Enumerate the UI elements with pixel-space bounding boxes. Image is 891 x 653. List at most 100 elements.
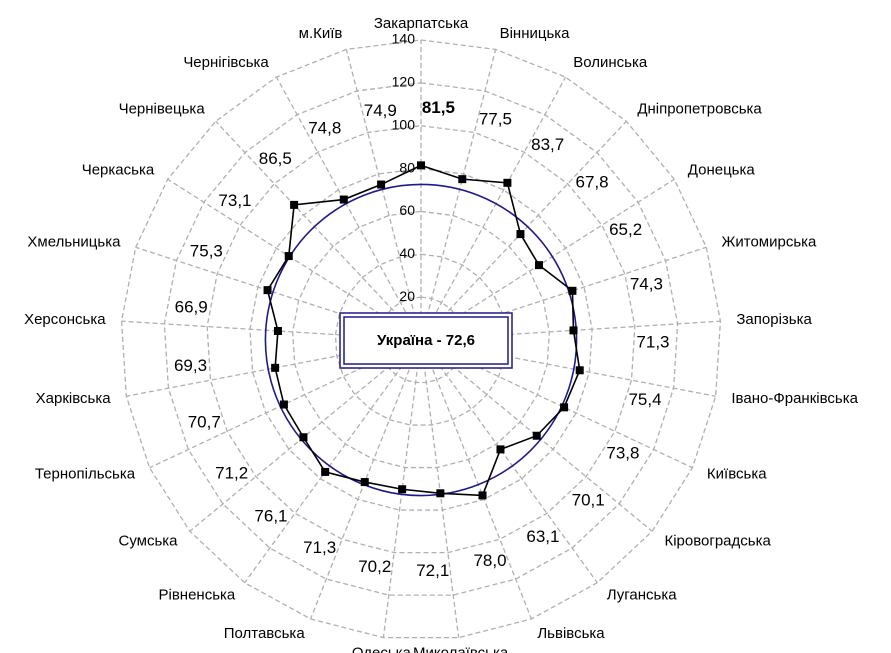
tick-label: 120 (392, 74, 416, 90)
category-label: Харківська (36, 390, 112, 407)
category-label: Донецька (688, 162, 756, 179)
reference-circle (264, 183, 578, 497)
series-line (266, 164, 581, 497)
value-label: 63,1 (526, 527, 559, 546)
category-label: м.Київ (299, 25, 343, 42)
marker (263, 286, 272, 295)
spoke (420, 339, 598, 584)
category-label: Рівненська (158, 587, 235, 604)
spoke (189, 339, 422, 532)
value-label: 76,1 (254, 506, 287, 525)
value-label: 72,1 (416, 561, 449, 580)
marker (532, 431, 541, 440)
value-label: 70,1 (572, 490, 605, 509)
tick-label: 40 (399, 245, 415, 261)
marker (568, 286, 577, 295)
marker (321, 467, 330, 476)
grid-ring (292, 210, 550, 469)
tick-label: 100 (392, 116, 416, 132)
grid-ring (163, 82, 679, 596)
tick-label: 20 (399, 288, 415, 304)
category-label: Волинська (573, 54, 648, 71)
category-label: Івано-Франківська (731, 390, 858, 407)
marker (417, 161, 425, 170)
reference-label: Україна - 72,6 (377, 332, 475, 349)
spoke (420, 339, 653, 532)
marker (458, 175, 467, 184)
marker (516, 230, 525, 239)
marker (360, 478, 369, 487)
spoke (420, 120, 627, 341)
value-label: 73,1 (218, 191, 251, 210)
spoke (420, 339, 460, 638)
marker (534, 261, 543, 270)
value-label: 70,2 (358, 557, 391, 576)
tick-label: 140 (392, 31, 416, 47)
category-label: Дніпропетровська (637, 101, 762, 118)
value-label: 74,9 (364, 101, 397, 120)
grid-ring (334, 253, 508, 426)
tick-label: 60 (399, 202, 415, 218)
spoke (420, 339, 533, 620)
category-label: Кіровоградська (664, 532, 771, 549)
value-label: 77,5 (479, 110, 512, 129)
category-label: Вінницька (500, 25, 571, 42)
value-label: 71,3 (636, 332, 669, 351)
value-label: 86,5 (259, 149, 292, 168)
category-label: Сумська (118, 532, 178, 549)
spoke (420, 76, 567, 341)
category-label: Київська (707, 466, 767, 483)
value-label: 74,3 (630, 275, 663, 294)
category-label: Запорізька (736, 311, 812, 328)
category-label: Херсонська (24, 311, 106, 328)
marker (284, 252, 293, 261)
value-label: 71,2 (215, 464, 248, 483)
value-label: 74,8 (308, 118, 341, 137)
marker (503, 178, 512, 187)
marker (377, 180, 386, 189)
value-label: 78,0 (473, 551, 506, 570)
value-label: 75,4 (628, 390, 661, 409)
value-label: 73,8 (606, 444, 639, 463)
category-label: Чернігівська (183, 54, 269, 71)
tick-label: 80 (399, 159, 415, 175)
spoke (309, 339, 422, 620)
category-label: Львівська (537, 625, 605, 642)
spoke (244, 339, 422, 584)
marker (436, 489, 445, 498)
reference-box-inner (343, 316, 509, 365)
category-label: Одеська (352, 644, 412, 653)
marker (560, 403, 569, 412)
marker (569, 326, 578, 335)
category-label: Полтавська (224, 625, 306, 642)
value-label: 65,2 (609, 220, 642, 239)
value-label: 67,8 (575, 173, 608, 192)
marker (478, 491, 487, 500)
marker (271, 363, 280, 372)
marker (398, 485, 407, 494)
category-label: Закарпатська (374, 15, 469, 32)
category-label: Чернівецька (119, 101, 206, 118)
marker (339, 195, 348, 204)
marker (290, 200, 299, 209)
grid-ring (120, 39, 722, 639)
value-label: 70,7 (188, 412, 221, 431)
marker (273, 326, 282, 335)
value-label: 66,9 (175, 298, 208, 317)
category-label: Тернопільська (35, 466, 136, 483)
marker (279, 400, 288, 409)
category-label: Хмельницька (27, 233, 121, 250)
spoke (215, 120, 422, 341)
category-label: Житомирська (722, 233, 818, 250)
category-label: Луганська (607, 587, 677, 604)
marker (299, 433, 308, 442)
value-label: 69,3 (174, 356, 207, 375)
value-label: 83,7 (531, 135, 564, 154)
grid-ring (249, 167, 593, 511)
category-label: Миколаївська (413, 644, 509, 653)
spoke (420, 49, 497, 341)
spoke (345, 49, 422, 341)
category-label: Черкаська (82, 162, 155, 179)
spoke (382, 339, 422, 638)
